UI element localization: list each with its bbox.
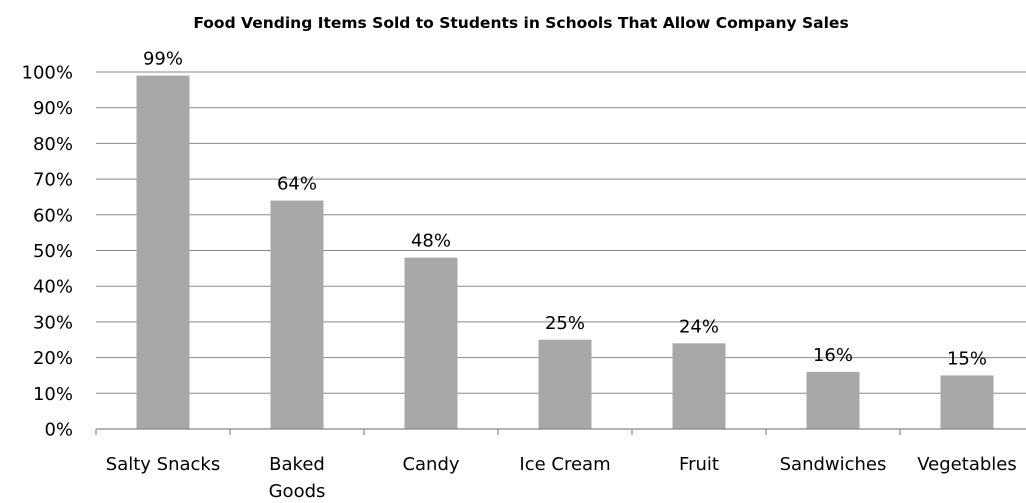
y-tick-label: 100% [22,63,73,84]
y-tick-label: 20% [33,348,73,369]
y-tick-label: 50% [33,241,73,262]
data-label: 24% [679,316,719,337]
y-tick-label: 0% [44,420,73,441]
bar [538,339,592,429]
bar [672,343,726,429]
x-tick-label: Vegetables [917,454,1016,475]
bar [404,257,458,429]
gridlines [96,71,1026,394]
chart-title: Food Vending Items Sold to Students in S… [193,14,848,32]
y-tick-label: 70% [33,170,73,191]
y-tick-label: 90% [33,98,73,119]
data-label: 48% [411,231,451,252]
x-axis [95,428,1026,435]
value-labels: 99% 64% 48% 25% 24% 16% 15% [143,49,987,370]
bars [136,75,994,429]
y-tick-label: 80% [33,134,73,155]
y-tick-label: 30% [33,312,73,333]
x-tick-label: Salty Snacks [106,454,220,475]
data-label: 15% [947,348,987,369]
bar [806,371,860,429]
y-tick-label: 10% [33,384,73,405]
y-tick-label: 40% [33,277,73,298]
y-axis-tick-labels: 0% 10% 20% 30% 40% 50% 60% 70% 80% 90% 100% [22,63,73,441]
x-tick-label: Sandwiches [780,454,887,475]
x-tick-label: Baked Goods [269,454,326,502]
bar [270,200,324,429]
x-tick-label: Ice Cream [519,454,610,475]
bar [136,75,190,429]
y-tick-label: 60% [33,205,73,226]
x-tick-label: Candy [402,454,459,475]
x-tick-label: Fruit [679,454,719,475]
data-label: 16% [813,345,853,366]
data-label: 99% [143,49,183,70]
x-axis-category-labels: Salty Snacks Baked Goods Candy Ice Cream Frui… [106,454,1017,502]
data-label: 64% [277,174,317,195]
bar [940,375,994,429]
data-label: 25% [545,313,585,334]
